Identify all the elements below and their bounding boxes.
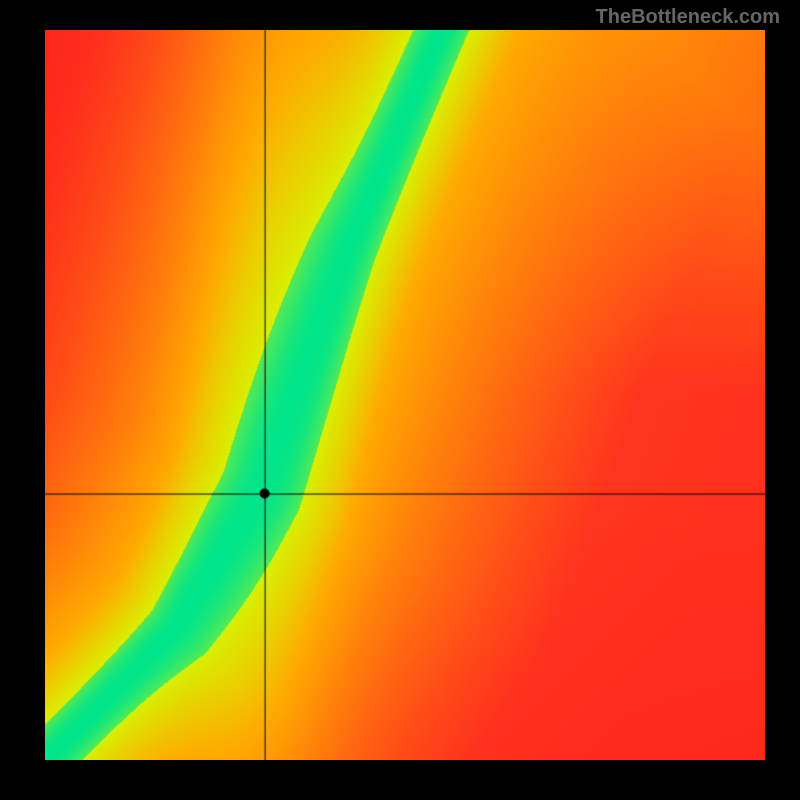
watermark-text: TheBottleneck.com bbox=[596, 6, 780, 29]
heatmap-plot bbox=[45, 30, 765, 760]
heatmap-canvas bbox=[45, 30, 765, 760]
